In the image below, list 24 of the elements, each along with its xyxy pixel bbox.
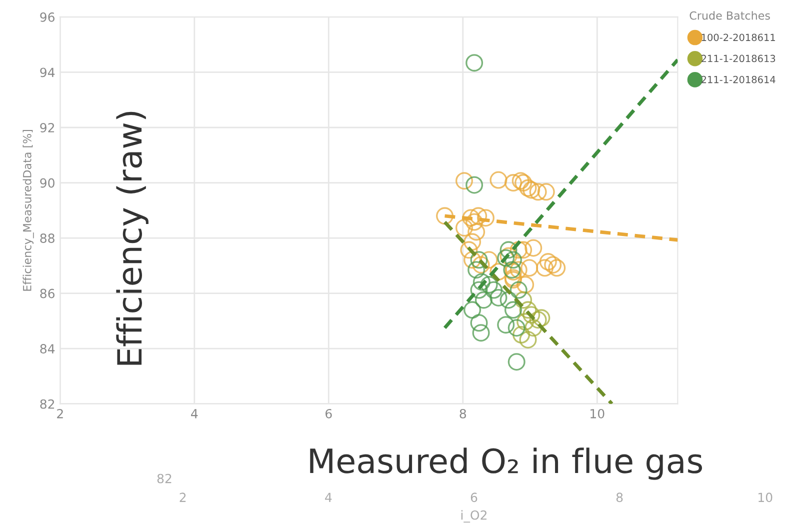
y-tick-label: 90 [40,178,54,188]
x2-tick-label: 6 [470,492,478,502]
text: Measured O₂ in flue gas [310,448,702,480]
y-tick-label: 92 [40,122,54,132]
x2-tick-label: 10 [758,492,772,502]
annotation: Efficiency (raw) [116,112,148,365]
y-tick-label: 86 [40,288,54,298]
y-tick-label: 88 [40,234,54,243]
x2-tick-label: 4 [325,492,332,502]
y-tick-label: 96 [40,12,54,22]
y-tick-label: 94 [40,68,55,78]
x-tick-label: 2 [57,408,63,418]
x2-tick-label: 8 [616,492,623,502]
legend-title: Crude Batches [690,11,770,20]
text: 82 [157,474,172,484]
x2-axis-title: i_O2 [461,510,486,523]
y-tick-label: 82 [40,399,54,409]
x-tick-label: 4 [191,409,198,418]
x-tick-label: 10 [590,408,604,418]
x-tick-label: 8 [460,408,466,418]
x-tick-label: 6 [326,408,332,418]
y-axis-title: Efficiency_MeasuredData [%] [22,130,34,291]
x2-tick-label: 2 [180,492,186,502]
y-tick-label: 84 [40,344,55,354]
